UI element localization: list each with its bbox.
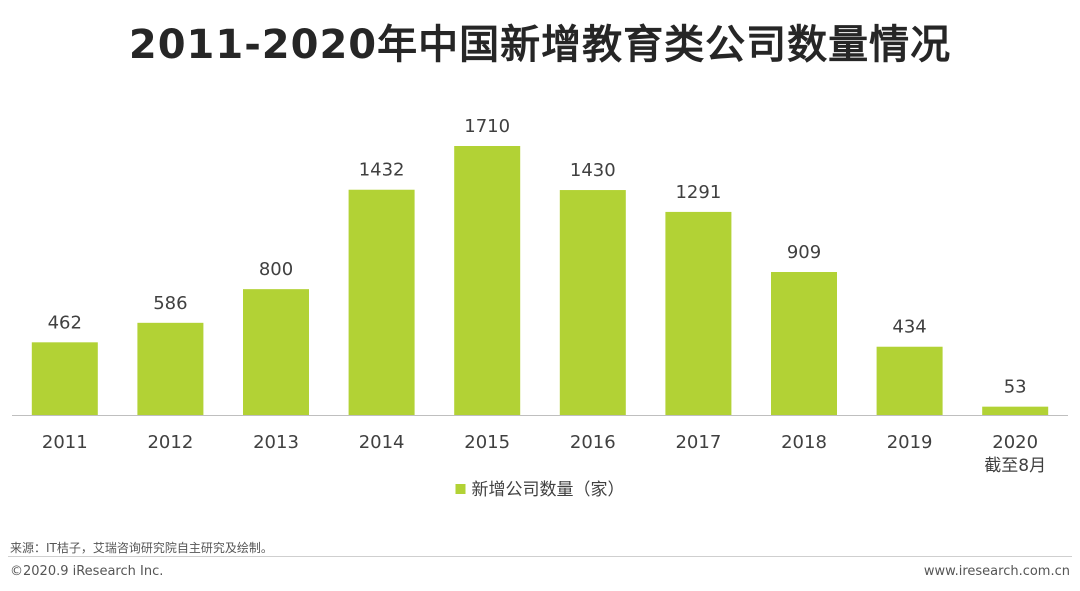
- copyright-text: ©2020.9 iResearch Inc.: [10, 564, 164, 579]
- data-label-2019: 434: [892, 317, 926, 338]
- data-label-2012: 586: [153, 293, 187, 314]
- data-label-2020: 53: [1004, 377, 1027, 398]
- bar-2016: [559, 190, 626, 415]
- x-tick-label-2019: 2019: [887, 432, 933, 453]
- bar-2018: [771, 272, 837, 415]
- data-label-2018: 909: [787, 242, 821, 263]
- data-label-2016: 1430: [570, 160, 616, 181]
- bar-2017: [665, 211, 732, 415]
- website-url: www.iresearch.com.cn: [923, 564, 1070, 579]
- x-tick-label-2015: 2015: [464, 432, 510, 453]
- x-tick-label-2016: 2016: [570, 432, 616, 453]
- data-label-2014: 1432: [359, 160, 405, 181]
- chart-title: 2011-2020年中国新增教育类公司数量情况: [128, 22, 952, 68]
- x-tick-label-2020: 2020: [992, 432, 1038, 453]
- x-tick-label-2017: 2017: [675, 432, 721, 453]
- bar-2014: [348, 189, 415, 415]
- data-label-2013: 800: [259, 259, 293, 280]
- data-label-2017: 1291: [675, 182, 721, 203]
- bar-2020: [982, 406, 1049, 415]
- x-tick-sublabel-2020: 截至8月: [984, 456, 1046, 476]
- legend-label: 新增公司数量（家）: [472, 480, 625, 500]
- bar-2012: [137, 322, 204, 415]
- x-tick-label-2018: 2018: [781, 432, 827, 453]
- data-label-2015: 1710: [464, 116, 510, 137]
- x-tick-label-2013: 2013: [253, 432, 299, 453]
- bar-2019: [876, 346, 943, 415]
- x-tick-label-2012: 2012: [147, 432, 193, 453]
- bar-2015: [454, 146, 521, 415]
- bar-2011: [31, 342, 98, 415]
- bar-chart: 462 2011 586 2012 800 2013 1432 2014 1710 2015 143…: [12, 116, 1068, 500]
- data-label-2011: 462: [48, 312, 82, 333]
- footer-divider: [8, 556, 1072, 557]
- legend-swatch: [455, 484, 466, 494]
- source-note: 来源：IT桔子，艾瑞咨询研究院自主研究及绘制。: [10, 541, 273, 555]
- x-tick-label-2011: 2011: [42, 432, 88, 453]
- x-tick-label-2014: 2014: [359, 432, 405, 453]
- bar-2013: [243, 289, 309, 415]
